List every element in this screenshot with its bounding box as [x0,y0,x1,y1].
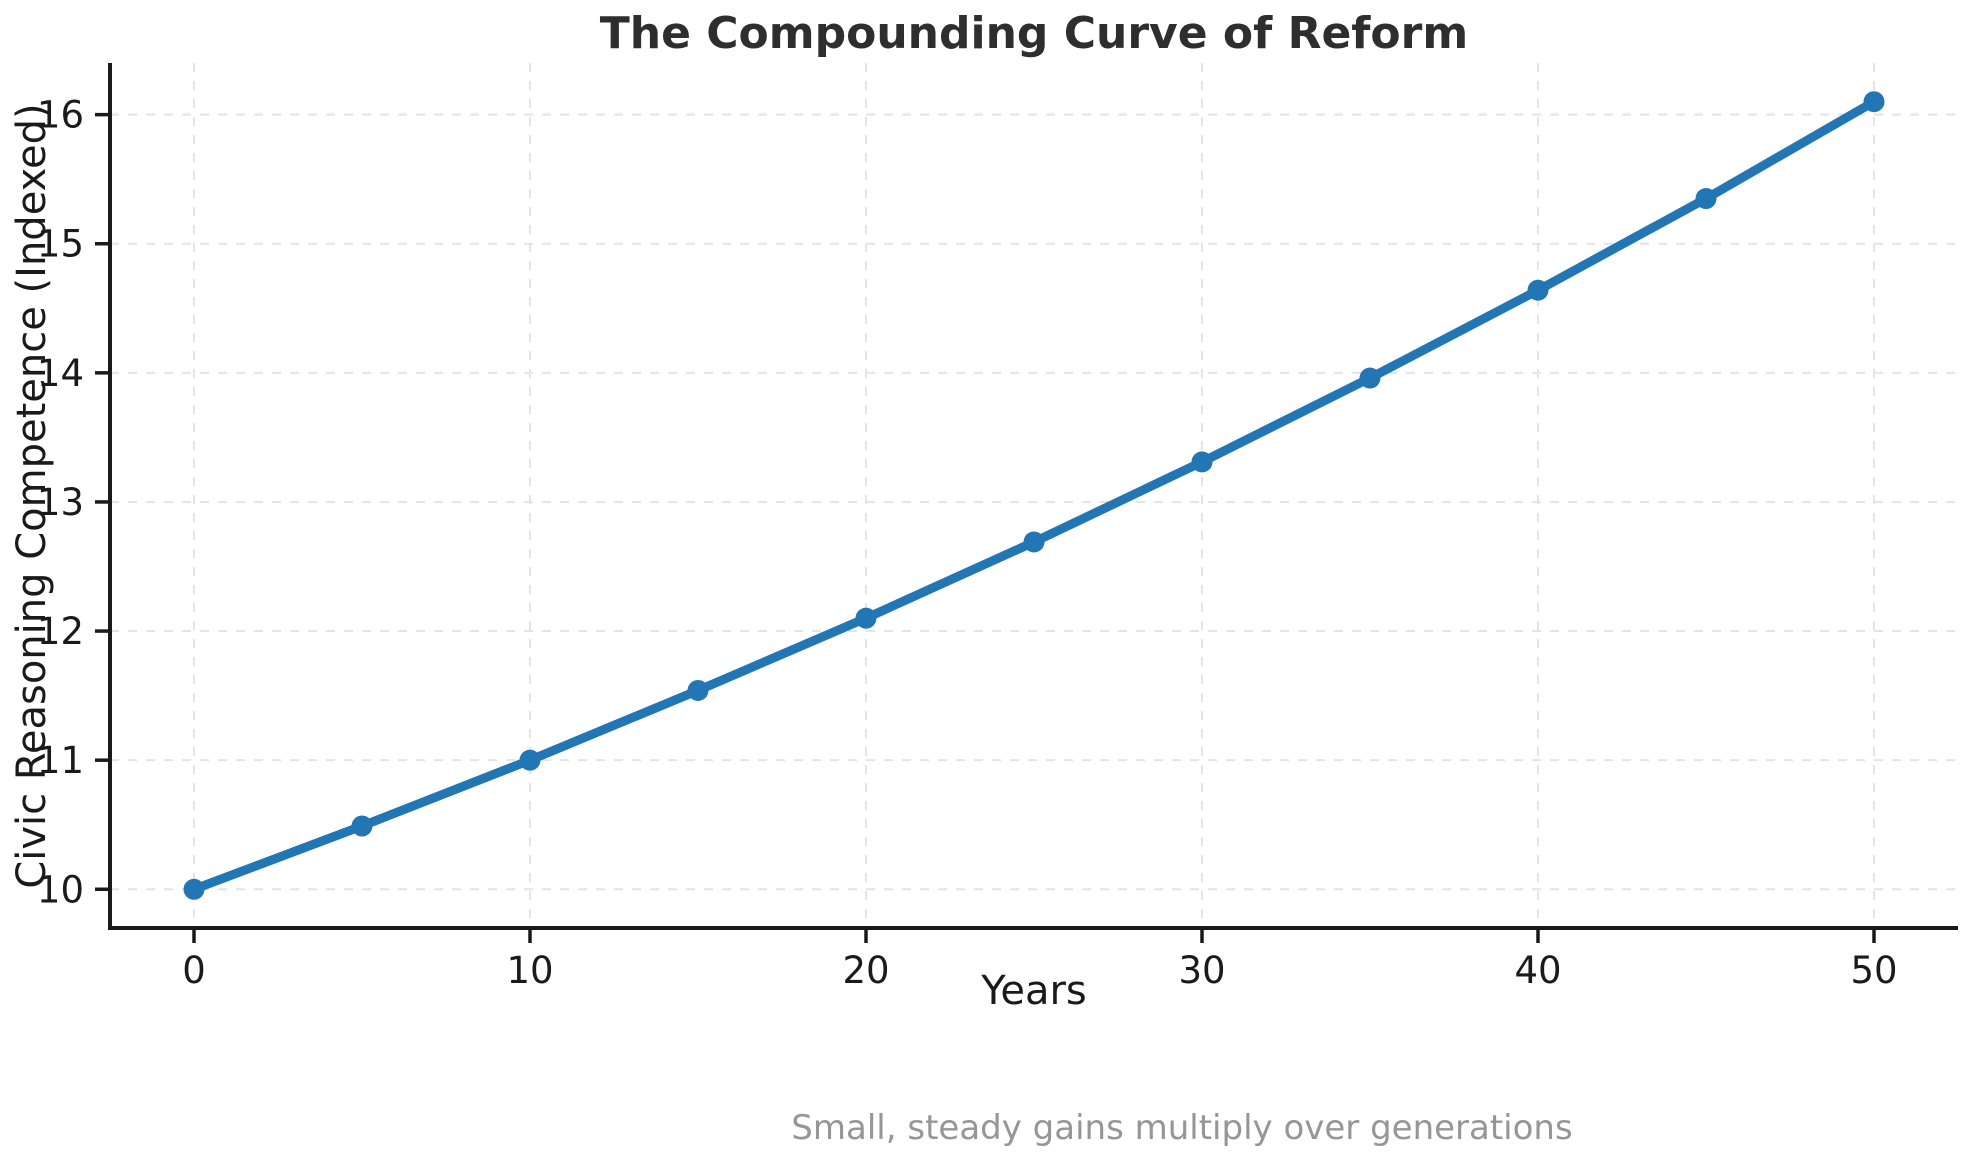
x-tick-label: 0 [182,949,206,992]
y-tick-label: 15 [37,223,84,266]
data-point [1191,451,1213,473]
x-tick-label: 30 [1178,949,1225,992]
x-axis-label: Years [981,968,1087,1014]
data-point [519,749,541,771]
data-point [1023,531,1045,553]
data-point [855,607,877,629]
data-point [1863,91,1885,113]
chart-caption: Small, steady gains multiply over genera… [791,1108,1573,1148]
data-line [189,97,1879,894]
y-tick-label: 16 [37,94,84,137]
data-point [1527,279,1549,301]
data-point [1695,188,1717,210]
chart-title: The Compounding Curve of Reform [599,8,1469,59]
y-tick-label: 11 [37,739,84,782]
y-axis-label: Civic Reasoning Competence (Indexed) [9,103,55,889]
y-tick-label: 13 [37,481,84,524]
data-point [351,815,373,837]
x-tick-label: 10 [506,949,553,992]
x-tick-label: 20 [842,949,889,992]
y-tick-label: 12 [37,610,84,653]
data-point [687,679,709,701]
y-tick-label: 14 [37,352,84,395]
y-tick-label: 10 [37,868,84,911]
x-tick-label: 40 [1514,949,1561,992]
data-point [1359,367,1381,389]
data-point [183,878,205,900]
x-tick-label: 50 [1850,949,1897,992]
